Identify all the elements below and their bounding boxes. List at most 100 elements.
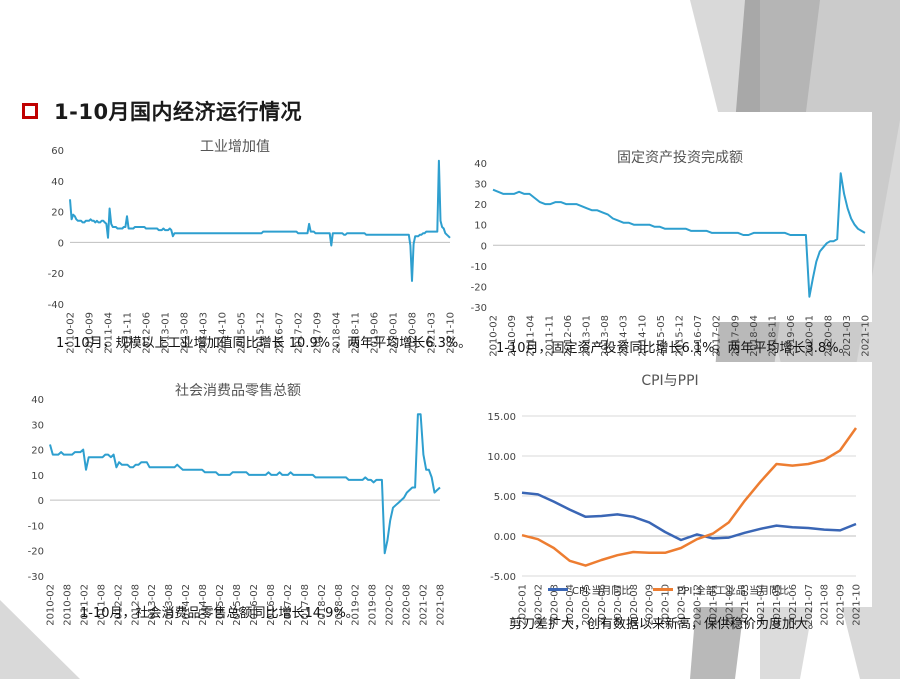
y-tick-label: 20 xyxy=(51,208,64,219)
x-tick-label: 2021-10 xyxy=(446,312,457,354)
x-tick-label: 2012-06 xyxy=(142,312,153,354)
y-tick-label: 0 xyxy=(38,496,44,507)
industrial-svg: 工业增加值 -40 -20 0 20 40 60 2010-02 2010-09 2011-04 2… xyxy=(48,139,457,354)
x-tick-label: 2018-04 xyxy=(332,312,343,354)
x-tick-label: 2021-08 xyxy=(820,584,831,626)
x-tick-label: 2020-12 xyxy=(692,584,703,626)
x-tick-label: 2012-06 xyxy=(563,315,574,357)
page-title: 1-10月国内经济运行情况 xyxy=(54,100,303,124)
x-tick-label: 2018-11 xyxy=(768,315,779,357)
x-tick-label: 2020-09 xyxy=(645,584,656,626)
x-tick-label: 2013-02 xyxy=(147,584,158,626)
y-tick-label: -30 xyxy=(28,572,44,583)
y-tick-label: -10 xyxy=(28,521,44,532)
x-tick-label: 2021-06 xyxy=(788,584,799,626)
x-tick-label: 2020-01 xyxy=(389,312,400,354)
x-tick-label: 2010-02 xyxy=(489,315,500,357)
x-tick-label: 2010-09 xyxy=(507,315,518,357)
cpi_ppi-chart-title: CPI与PPI xyxy=(641,373,698,389)
x-tick-label: 2017-09 xyxy=(730,315,741,357)
y-tick-label: -20 xyxy=(28,547,44,558)
y-tick-label: 10 xyxy=(474,221,487,232)
x-tick-label: 2020-10 xyxy=(661,584,672,626)
x-tick-label: 2017-02 xyxy=(712,315,723,357)
x-tick-label: 2010-02 xyxy=(66,312,77,354)
y-tick-label: 5.00 xyxy=(494,492,516,503)
y-tick-label: -20 xyxy=(48,269,64,280)
x-tick-label: 2020-08 xyxy=(408,312,419,354)
y-tick-label: 10.00 xyxy=(487,452,516,463)
x-tick-label: 2021-03 xyxy=(427,312,438,354)
investment-svg: 固定资产投资完成额 -30 -20 -10 0 10 20 30 40 2010-02 2010-0… xyxy=(471,150,872,357)
x-tick-label: 2013-08 xyxy=(600,315,611,357)
x-tick-label: 2014-10 xyxy=(637,315,648,357)
y-tick-label: 0.00 xyxy=(494,532,516,543)
investment-chart-title: 固定资产投资完成额 xyxy=(617,150,743,166)
y-tick-label: -10 xyxy=(471,262,487,273)
x-tick-label: 2011-02 xyxy=(79,584,90,626)
legend-swatch-ppi xyxy=(653,588,674,591)
content-panel-top-right xyxy=(470,112,872,322)
x-tick-label: 2020-08 xyxy=(402,584,413,626)
x-tick-label: 2015-05 xyxy=(656,315,667,357)
y-tick-label: 40 xyxy=(31,395,44,406)
x-tick-label: 2021-02 xyxy=(724,584,735,626)
x-tick-label: 2010-02 xyxy=(46,584,57,626)
x-tick-label: 2020-11 xyxy=(677,584,688,626)
y-tick-label: 40 xyxy=(51,177,64,188)
caption-retail: 1-10月，社会消费品零售总额同比增长14.9%。 xyxy=(80,606,359,621)
retail-svg: 社会消费品零售总额 -30 -20 -10 0 10 20 30 40 2010-02 2010-0… xyxy=(28,383,447,626)
legend-label-ppi: PPI:全部工业品:当月同比 xyxy=(677,586,790,597)
y-tick-label: 10 xyxy=(31,471,44,482)
x-tick-label: 2011-08 xyxy=(96,584,107,626)
x-tick-label: 2018-02 xyxy=(317,584,328,626)
x-tick-label: 2021-08 xyxy=(436,584,447,626)
x-tick-label: 2017-02 xyxy=(283,584,294,626)
x-tick-label: 2020-06 xyxy=(597,584,608,626)
x-tick-label: 2021-04 xyxy=(756,584,767,626)
industrial-series-line-0 xyxy=(69,159,451,282)
x-tick-label: 2021-03 xyxy=(842,315,853,357)
x-tick-label: 2017-09 xyxy=(313,312,324,354)
retail-series-line-0 xyxy=(49,413,441,555)
x-tick-label: 2017-02 xyxy=(294,312,305,354)
legend-swatch-cpi xyxy=(548,588,568,591)
x-tick-label: 2010-08 xyxy=(62,584,73,626)
cpi_ppi-series-line-0 xyxy=(521,491,857,542)
y-tick-label: 60 xyxy=(51,146,64,157)
x-tick-label: 2013-01 xyxy=(582,315,593,357)
x-tick-label: 2014-08 xyxy=(198,584,209,626)
x-tick-label: 2015-12 xyxy=(675,315,686,357)
cpi_ppi-series-line-1 xyxy=(521,427,858,567)
x-tick-label: 2020-02 xyxy=(533,584,544,626)
y-tick-label: 30 xyxy=(31,420,44,431)
investment-series-line-0 xyxy=(492,172,866,298)
caption-cpi-ppi: 剪刀差扩大，创有数据以来新高，保供稳价力度加大。 xyxy=(509,617,822,632)
x-tick-label: 2021-05 xyxy=(772,584,783,626)
y-tick-label: 30 xyxy=(474,180,487,191)
x-tick-label: 2010-09 xyxy=(85,312,96,354)
x-tick-label: 2014-02 xyxy=(181,584,192,626)
x-tick-label: 2013-08 xyxy=(180,312,191,354)
x-tick-label: 2011-11 xyxy=(123,312,134,354)
x-tick-label: 2019-06 xyxy=(786,315,797,357)
x-tick-label: 2012-08 xyxy=(130,584,141,626)
caption-investment: 1-10月，固定资产投资同比增长6.1%，两年平均增长3.8%。 xyxy=(496,341,852,356)
y-tick-label: -40 xyxy=(48,300,64,311)
x-tick-label: 2021-01 xyxy=(708,584,719,626)
x-tick-label: 2020-07 xyxy=(613,584,624,626)
x-tick-label: 2011-04 xyxy=(526,315,537,357)
x-tick-label: 2013-01 xyxy=(161,312,172,354)
x-tick-label: 2014-03 xyxy=(199,312,210,354)
x-tick-label: 2016-07 xyxy=(693,315,704,357)
x-tick-label: 2021-02 xyxy=(419,584,430,626)
x-tick-label: 2020-08 xyxy=(629,584,640,626)
x-tick-label: 2019-06 xyxy=(370,312,381,354)
y-tick-label: 20 xyxy=(31,446,44,457)
x-tick-label: 2017-08 xyxy=(300,584,311,626)
industrial-chart: 工业增加值 -40 -20 0 20 40 60 2010-02 2010-09 2011-04 2… xyxy=(40,132,460,392)
x-tick-label: 2014-03 xyxy=(619,315,630,357)
x-tick-label: 2011-04 xyxy=(104,312,115,354)
cpi_ppi-svg: CPI与PPI -5.00 0.00 5.00 10.00 15.00 2020-01 202… xyxy=(487,373,862,626)
